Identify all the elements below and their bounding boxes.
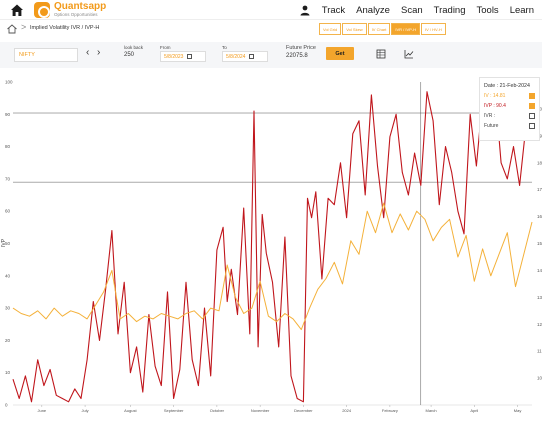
tooltip-date: Date : 21-Feb-2024 [484,83,530,89]
x-tick-label: October [210,408,225,413]
tab-ivr-ivp-h[interactable]: IVR / IVP-H [391,23,421,35]
ivp-toggle-checkbox[interactable] [529,103,535,109]
tab-iv-hv-h[interactable]: IV / HV-H [421,23,446,35]
y-tick-label: 90 [5,112,11,117]
y-tick-label: 70 [5,176,11,181]
future-price-field: Future Price 22075.8 [286,45,316,59]
x-tick-label: July [82,408,89,413]
y2-tick-label: 15 [537,241,542,246]
y-tick-label: 50 [5,241,11,246]
top-nav-bar: Quantsapp Options Opportunities Track An… [0,0,542,20]
y-tick-label: 60 [5,209,11,214]
iv-toggle-checkbox[interactable] [529,93,535,99]
y-tick-label: 100 [5,80,13,85]
y2-tick-label: 13 [537,295,542,300]
future-toggle-checkbox[interactable] [529,123,535,129]
x-tick-label: December [294,408,313,413]
x-tick-label: May [514,408,522,413]
y2-tick-label: 12 [537,322,542,327]
user-icon[interactable] [299,4,311,16]
y2-tick-label: 10 [537,376,542,381]
from-date-value: 5/8/2023 [164,53,184,60]
to-date-value: 5/8/2024 [226,53,246,60]
tooltip-iv: IV : 14.81 [484,93,506,99]
x-tick-label: March [426,408,437,413]
x-tick-label: June [37,408,46,413]
from-date-field: From 5/8/2023 [160,45,206,62]
main-nav: Track Analyze Scan Trading Tools Learn [299,0,534,20]
home-icon[interactable] [9,2,25,18]
brand-tagline: Options Opportunities [54,12,98,18]
y2-tick-label: 18 [537,160,542,165]
x-tick-label: November [251,408,270,413]
logo-mark-icon [34,2,50,18]
y-tick-label: 20 [5,338,11,343]
lookback-field[interactable]: look back 250 [124,45,143,58]
y-tick-label: 30 [5,306,11,311]
calendar-icon[interactable] [187,54,193,59]
y-tick-label: 0 [5,403,8,408]
to-date-field: To 5/8/2024 [222,45,268,62]
y2-tick-label: 14 [537,268,542,273]
next-arrow-icon[interactable]: › [97,47,101,58]
prev-arrow-icon[interactable]: ‹ [86,47,90,58]
x-tick-label: 2024 [342,408,352,413]
breadcrumb-home-icon[interactable] [6,23,18,35]
ivp-series-line [12,87,533,403]
breadcrumb: Implied Volatility IVR / IVP-H [30,25,100,31]
from-date-input[interactable]: 5/8/2023 [160,51,206,62]
y2-tick-label: 11 [537,349,542,354]
tab-iv-chart[interactable]: IV Chart [367,23,391,35]
y-tick-label: 40 [5,273,11,278]
y2-tick-label: 16 [537,214,542,219]
x-tick-label: September [164,408,184,413]
brand-name: Quantsapp [54,1,107,13]
nav-trading[interactable]: Trading [433,4,466,16]
future-price-value: 22075.8 [286,53,308,59]
future-price-label: Future Price [286,45,316,51]
nav-learn[interactable]: Learn [509,4,534,16]
y2-tick-label: 17 [537,187,542,192]
x-tick-label: August [124,408,137,413]
ivp-iv-line-chart[interactable]: 0 10 20 30 40 50 60 70 80 90 100 10 11 12 13 14 15 16 17 18… [0,68,542,427]
tooltip-ivp: IVP : 90.4 [484,103,506,109]
nav-tools[interactable]: Tools [476,4,499,16]
view-tabs: Vol Grid Vol Skew IV Chart IVR / IVP-H I… [319,23,446,35]
y-tick-label: 10 [5,370,11,375]
tab-vol-skew[interactable]: Vol Skew [342,23,367,35]
tooltip-ivr: IVR : [484,113,496,119]
brand-logo[interactable]: Quantsapp Options Opportunities [34,1,106,19]
tab-vol-grid[interactable]: Vol Grid [319,23,342,35]
to-label: To [222,45,227,50]
chart-view-icon[interactable] [404,49,414,59]
breadcrumb-separator: > [21,22,27,32]
get-button[interactable]: Get [326,47,354,60]
iv-series-line [12,202,533,331]
table-view-icon[interactable] [376,49,386,59]
chart-tooltip: Date : 21-Feb-2024 IV : 14.81 IVP : 90.4… [479,77,540,141]
x-tick-label: February [382,408,398,413]
ivr-toggle-checkbox[interactable] [529,113,535,119]
symbol-input[interactable]: NIFTY [14,48,78,62]
from-label: From [160,45,171,50]
tooltip-future: Future [484,123,499,129]
y-tick-label: 80 [5,144,11,149]
nav-scan[interactable]: Scan [400,4,423,16]
nav-track[interactable]: Track [321,4,346,16]
control-bar: NIFTY ‹ › look back 250 From 5/8/2023 To… [0,42,542,68]
nav-analyze[interactable]: Analyze [356,4,390,16]
lookback-value[interactable]: 250 [124,52,135,58]
lookback-label: look back [124,45,144,50]
to-date-input[interactable]: 5/8/2024 [222,51,268,62]
calendar-icon[interactable] [249,54,255,59]
y-axis-label: IVP [1,238,7,247]
sub-header: > Implied Volatility IVR / IVP-H Vol Gri… [0,20,542,42]
x-tick-label: April [470,408,478,413]
